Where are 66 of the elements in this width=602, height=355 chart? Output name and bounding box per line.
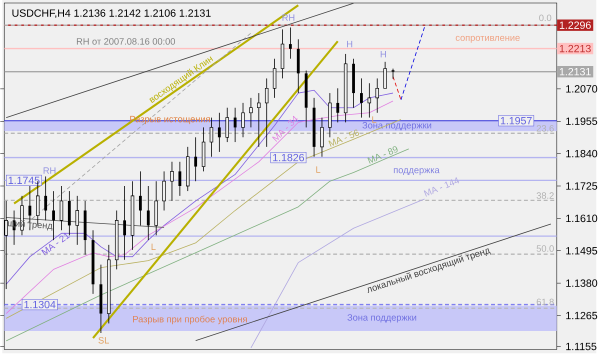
candlestick bbox=[52, 190, 55, 241]
annotation: сопротивление bbox=[456, 36, 520, 43]
y-tick-label: 1.1725 bbox=[566, 182, 598, 190]
y-tick-label: 1.1265 bbox=[566, 312, 598, 320]
ref-line-label: 1.1826 bbox=[273, 154, 304, 162]
candlestick bbox=[138, 171, 142, 226]
candlestick bbox=[264, 78, 268, 148]
y-tick-label: 1.1610 bbox=[566, 214, 598, 222]
candlestick bbox=[162, 171, 166, 212]
text: MA - 56 bbox=[328, 130, 359, 147]
y-tick-label: 1.1955 bbox=[566, 118, 598, 126]
band-label: Зона поддержки bbox=[362, 122, 432, 131]
candlestick bbox=[225, 108, 229, 143]
series-label: щий тренд bbox=[8, 220, 52, 231]
candlestick bbox=[375, 78, 379, 114]
text: MA - 34 bbox=[272, 116, 298, 142]
annotation: RH bbox=[44, 168, 56, 174]
y-tick-label: 1.1380 bbox=[566, 280, 598, 288]
text: USDCHF,H4 1.2136 1.2142 1.2106 1.2131 bbox=[12, 10, 211, 18]
ref-line-label: 1.1745 bbox=[8, 176, 40, 184]
annotation: SL bbox=[98, 337, 109, 344]
annotation: 23.6 bbox=[536, 125, 554, 132]
candlestick bbox=[44, 176, 48, 221]
annotation: RH от 2007.08.16 00:00 bbox=[76, 38, 176, 45]
candlestick bbox=[272, 58, 276, 98]
candlestick bbox=[249, 98, 253, 128]
candlestick bbox=[210, 117, 214, 158]
y-tick-label: 1.1155 bbox=[566, 343, 596, 350]
candlestick bbox=[241, 102, 245, 138]
y-tick-label: 1.1840 bbox=[566, 150, 598, 158]
text: MA - 89 bbox=[367, 146, 398, 164]
annotation: 50.0 bbox=[536, 245, 554, 252]
ref-line-label: 1.1957 bbox=[500, 117, 532, 125]
y-tick-label: 1.2070 bbox=[566, 85, 598, 93]
annotation: L bbox=[316, 166, 320, 173]
candlestick bbox=[123, 186, 126, 260]
candlestick bbox=[383, 62, 387, 89]
candlestick bbox=[368, 83, 372, 118]
candlestick bbox=[218, 112, 221, 153]
annotation: 0.0 bbox=[539, 14, 552, 22]
annotation: H bbox=[347, 41, 352, 48]
candlestick bbox=[360, 78, 363, 118]
candlestick bbox=[75, 196, 79, 246]
band-label: Зона поддержки bbox=[347, 314, 416, 323]
annotation: 61.8 bbox=[536, 298, 554, 306]
annotation: поддержка bbox=[394, 168, 440, 176]
candlestick bbox=[178, 162, 182, 196]
candlestick bbox=[234, 108, 237, 143]
ref-line-label: 1.2213 bbox=[560, 45, 591, 53]
annotation: Разрыв при пробое уровня bbox=[133, 316, 247, 324]
candlestick bbox=[257, 92, 261, 148]
annotation: L bbox=[152, 244, 156, 250]
y-tick-label: 1.1495 bbox=[566, 247, 598, 255]
candlestick bbox=[320, 117, 324, 158]
annotation: H bbox=[380, 51, 386, 58]
candlestick bbox=[288, 27, 292, 60]
candlestick bbox=[194, 137, 198, 182]
candlestick bbox=[170, 162, 174, 202]
ref-line-label: 1.1304 bbox=[24, 301, 56, 308]
annotation: 38.2 bbox=[536, 192, 554, 199]
ref-line-label: 1.2131 bbox=[560, 68, 591, 76]
text: MA - 144 bbox=[424, 177, 460, 197]
ref-line-label: 1.2296 bbox=[560, 22, 591, 30]
annotation: RH bbox=[282, 14, 294, 21]
candlestick bbox=[60, 186, 64, 231]
text: MA - 21 bbox=[41, 232, 70, 256]
